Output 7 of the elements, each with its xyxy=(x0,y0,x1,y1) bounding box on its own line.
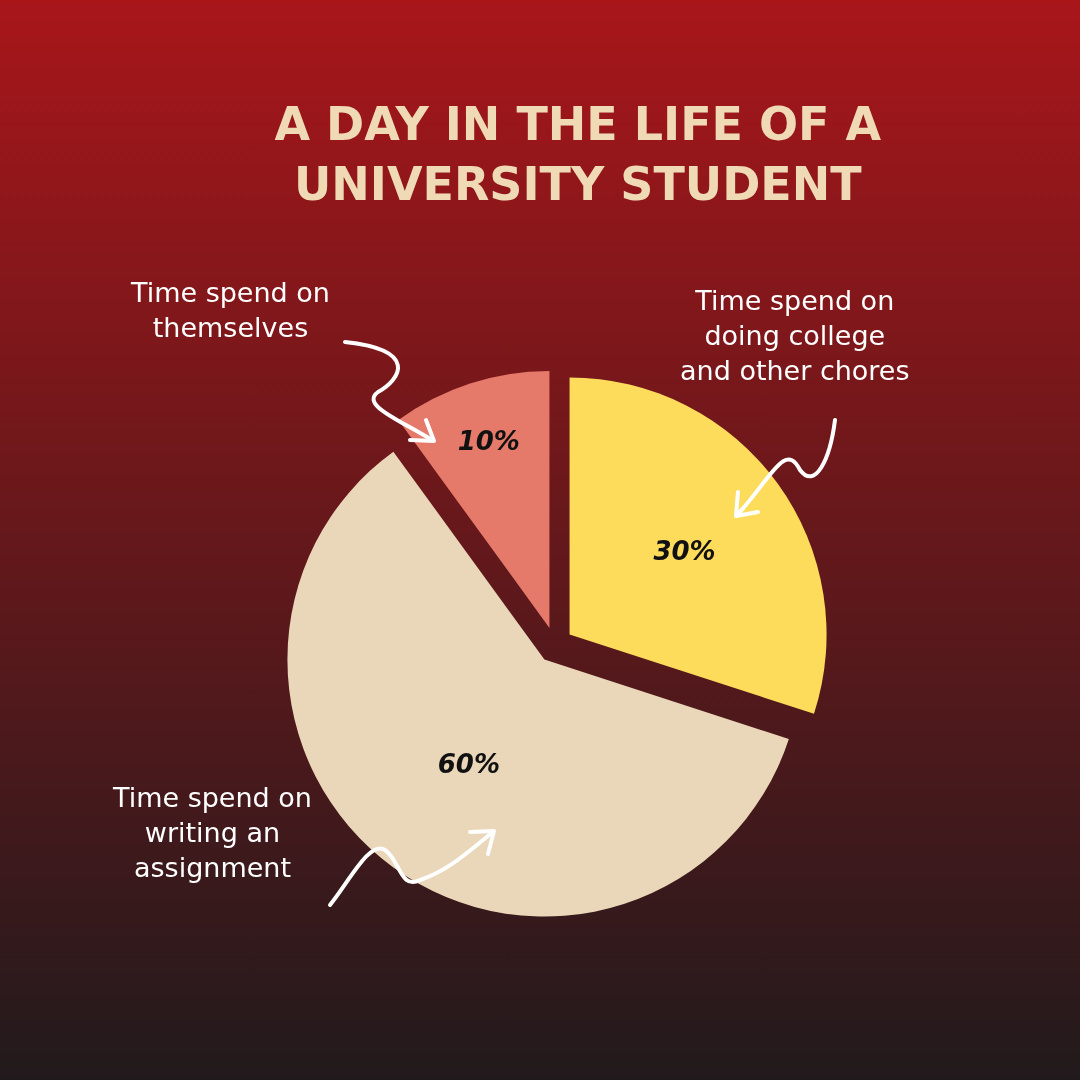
data-label: 30% xyxy=(653,535,716,566)
chart-title: A DAY IN THE LIFE OF A UNIVERSITY STUDENT xyxy=(274,97,882,211)
data-label: 10% xyxy=(457,426,520,457)
data-label: 60% xyxy=(437,748,501,779)
slice-label: Time spend on themselves xyxy=(130,277,330,344)
slice-label: Time spend on doing college and other chores xyxy=(680,285,910,387)
slice-label: Time spend on writing an assignment xyxy=(112,782,312,884)
